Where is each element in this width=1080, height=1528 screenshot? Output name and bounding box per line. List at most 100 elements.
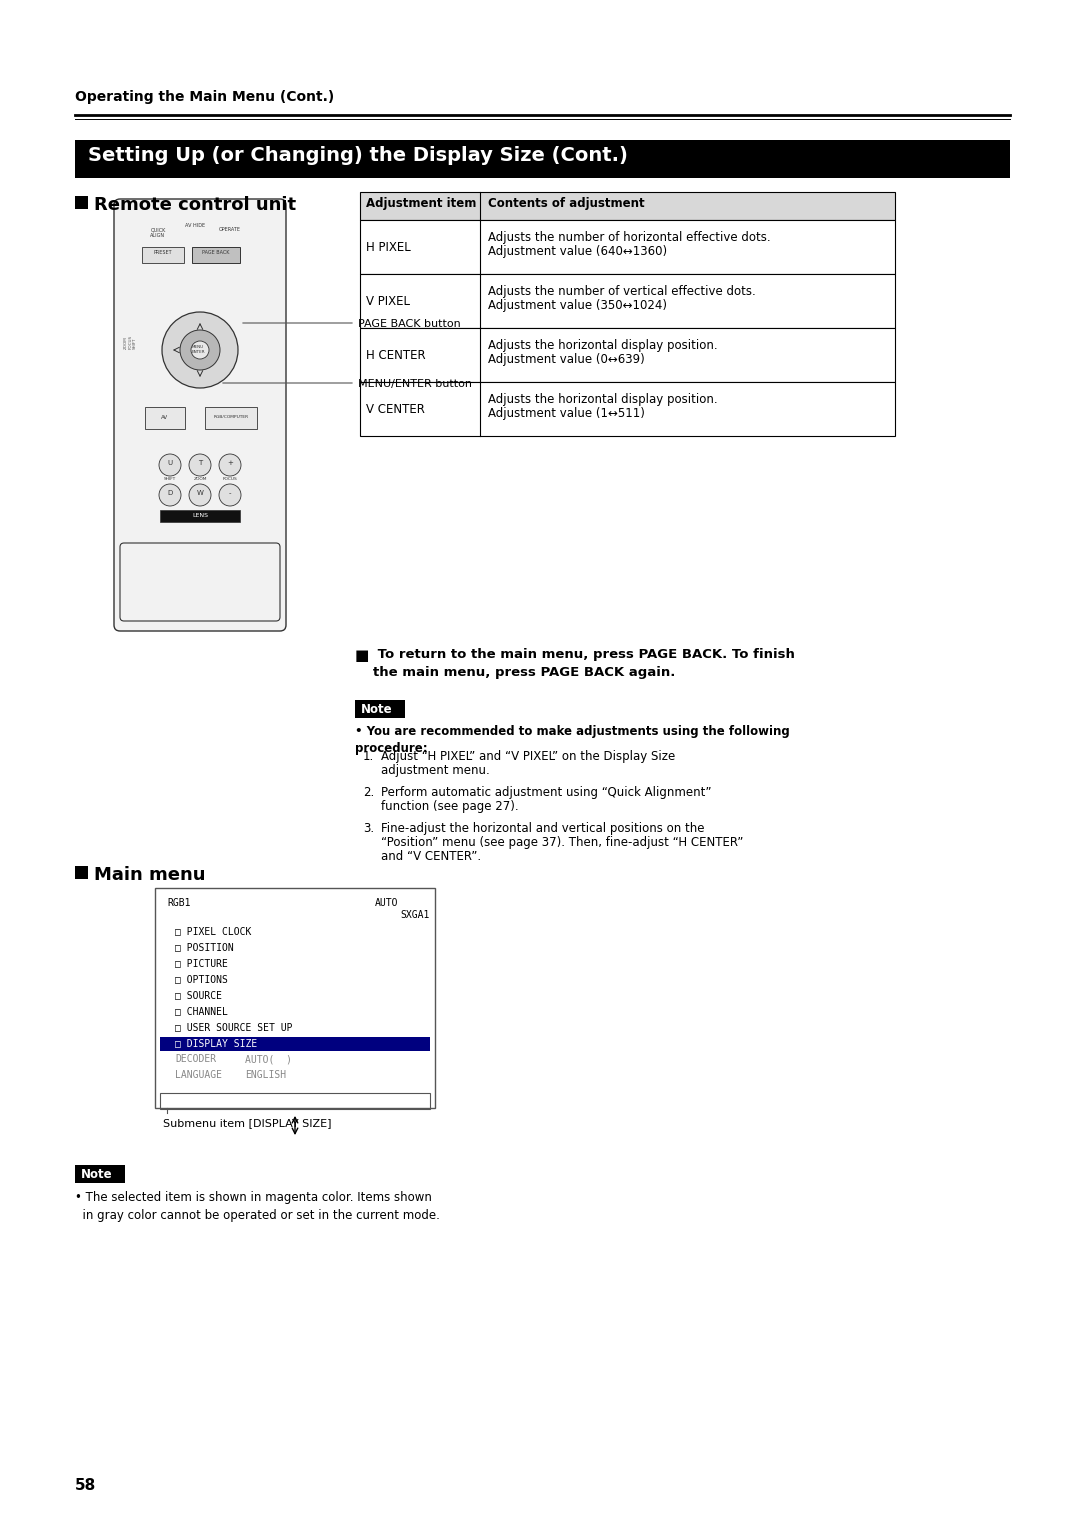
Text: • The selected item is shown in magenta color. Items shown
  in gray color canno: • The selected item is shown in magenta … <box>75 1190 440 1222</box>
Text: Adjusts the number of vertical effective dots.: Adjusts the number of vertical effective… <box>488 286 756 298</box>
Text: □ POSITION: □ POSITION <box>175 941 233 952</box>
Text: and “V CENTER”.: and “V CENTER”. <box>381 850 481 863</box>
Circle shape <box>219 484 241 506</box>
Text: function (see page 27).: function (see page 27). <box>381 801 518 813</box>
Bar <box>360 329 895 382</box>
Text: Submenu item [DISPLAY SIZE]: Submenu item [DISPLAY SIZE] <box>163 1118 332 1128</box>
Text: Operating the Main Menu (Cont.): Operating the Main Menu (Cont.) <box>75 90 334 104</box>
Bar <box>75 141 1010 177</box>
Text: • You are recommended to make adjustments using the following
procedure:: • You are recommended to make adjustment… <box>355 724 789 755</box>
Text: □ DISPLAY SIZE: □ DISPLAY SIZE <box>175 1038 257 1048</box>
Text: H PIXEL: H PIXEL <box>366 241 410 254</box>
Text: T: T <box>198 460 202 466</box>
Text: FOCUS: FOCUS <box>222 477 238 481</box>
Bar <box>355 700 405 718</box>
Text: 2.: 2. <box>363 785 375 799</box>
Text: U: U <box>167 460 173 466</box>
FancyBboxPatch shape <box>120 542 280 620</box>
Text: Adjusts the horizontal display position.: Adjusts the horizontal display position. <box>488 393 717 406</box>
Text: To return to the main menu, press PAGE BACK. To finish
the main menu, press PAGE: To return to the main menu, press PAGE B… <box>373 648 795 678</box>
Bar <box>360 274 895 329</box>
Text: Adjustment value (1↔511): Adjustment value (1↔511) <box>488 406 645 420</box>
FancyBboxPatch shape <box>114 199 286 631</box>
Text: LANGUAGE: LANGUAGE <box>175 1070 222 1080</box>
Bar <box>160 510 240 523</box>
Bar <box>141 248 184 263</box>
Text: Main menu: Main menu <box>94 866 205 885</box>
Text: Remote control unit: Remote control unit <box>94 196 296 214</box>
Bar <box>360 382 895 435</box>
Text: AUTO: AUTO <box>375 898 399 908</box>
Text: W: W <box>197 490 203 497</box>
Text: □ OPTIONS: □ OPTIONS <box>175 973 228 984</box>
Bar <box>145 406 185 429</box>
Text: LENS: LENS <box>192 513 208 518</box>
Bar <box>360 220 895 274</box>
Text: H CENTER: H CENTER <box>366 348 426 362</box>
Bar <box>192 248 240 263</box>
Text: MENU
ENTER: MENU ENTER <box>191 345 205 353</box>
Text: adjustment menu.: adjustment menu. <box>381 764 489 778</box>
Text: -: - <box>229 490 231 497</box>
Bar <box>75 196 87 209</box>
Text: PRESET: PRESET <box>153 251 173 255</box>
Circle shape <box>159 484 181 506</box>
Text: DECODER: DECODER <box>175 1054 216 1063</box>
Text: Setting Up (or Changing) the Display Size (Cont.): Setting Up (or Changing) the Display Siz… <box>87 147 627 165</box>
Text: 1.: 1. <box>363 750 375 762</box>
Text: Note: Note <box>81 1167 112 1181</box>
Text: V PIXEL: V PIXEL <box>366 295 410 309</box>
Bar <box>160 1038 430 1051</box>
Text: +: + <box>227 460 233 466</box>
Text: D: D <box>167 490 173 497</box>
Text: 3.: 3. <box>363 822 374 834</box>
Circle shape <box>191 341 210 359</box>
Text: □ PICTURE: □ PICTURE <box>175 958 228 969</box>
Text: Note: Note <box>361 703 393 717</box>
Text: QUICK
ALIGN: QUICK ALIGN <box>150 228 165 238</box>
Text: RGB/COMPUTER: RGB/COMPUTER <box>214 416 248 419</box>
Text: Adjustment value (350↔1024): Adjustment value (350↔1024) <box>488 299 667 312</box>
Text: SHIFT: SHIFT <box>164 477 176 481</box>
Text: ■: ■ <box>355 648 369 663</box>
Text: ZOOM: ZOOM <box>193 477 206 481</box>
Bar <box>160 1093 430 1109</box>
Text: □ USER SOURCE SET UP: □ USER SOURCE SET UP <box>175 1022 293 1031</box>
Text: AV HIDE: AV HIDE <box>185 223 205 228</box>
Text: Adjustment value (0↔639): Adjustment value (0↔639) <box>488 353 645 367</box>
Bar <box>75 866 87 879</box>
Text: RGB1: RGB1 <box>167 898 190 908</box>
Text: Adjusts the number of horizontal effective dots.: Adjusts the number of horizontal effecti… <box>488 231 771 244</box>
Text: Adjust “H PIXEL” and “V PIXEL” on the Display Size: Adjust “H PIXEL” and “V PIXEL” on the Di… <box>381 750 675 762</box>
Text: Adjustment item: Adjustment item <box>366 197 476 209</box>
Text: “Position” menu (see page 37). Then, fine-adjust “H CENTER”: “Position” menu (see page 37). Then, fin… <box>381 836 743 850</box>
Circle shape <box>180 330 220 370</box>
Text: SXGA1: SXGA1 <box>400 911 430 920</box>
Bar <box>156 888 435 1108</box>
Bar <box>75 1164 125 1183</box>
Circle shape <box>189 484 211 506</box>
Text: MENU/ENTER button: MENU/ENTER button <box>357 379 472 390</box>
Text: PAGE BACK button: PAGE BACK button <box>357 319 461 329</box>
Text: ZOOM
FOCUS
SHIFT: ZOOM FOCUS SHIFT <box>124 335 137 348</box>
Circle shape <box>159 454 181 477</box>
Text: AUTO(  ): AUTO( ) <box>245 1054 292 1063</box>
Circle shape <box>162 312 238 388</box>
Text: Adjustment value (640↔1360): Adjustment value (640↔1360) <box>488 244 667 258</box>
Text: AV: AV <box>161 416 168 420</box>
Text: Perform automatic adjustment using “Quick Alignment”: Perform automatic adjustment using “Quic… <box>381 785 712 799</box>
Text: □ PIXEL CLOCK: □ PIXEL CLOCK <box>175 926 252 937</box>
Circle shape <box>189 454 211 477</box>
Text: 58: 58 <box>75 1478 96 1493</box>
Text: □ SOURCE: □ SOURCE <box>175 990 222 999</box>
Bar <box>360 193 895 220</box>
Circle shape <box>219 454 241 477</box>
Text: Adjusts the horizontal display position.: Adjusts the horizontal display position. <box>488 339 717 351</box>
Text: PAGE BACK: PAGE BACK <box>202 251 230 255</box>
Text: ENGLISH: ENGLISH <box>245 1070 286 1080</box>
Text: V CENTER: V CENTER <box>366 403 424 416</box>
Bar <box>205 406 257 429</box>
Text: □ CHANNEL: □ CHANNEL <box>175 1005 228 1016</box>
Text: Fine-adjust the horizontal and vertical positions on the: Fine-adjust the horizontal and vertical … <box>381 822 704 834</box>
Text: OPERATE: OPERATE <box>219 228 241 232</box>
